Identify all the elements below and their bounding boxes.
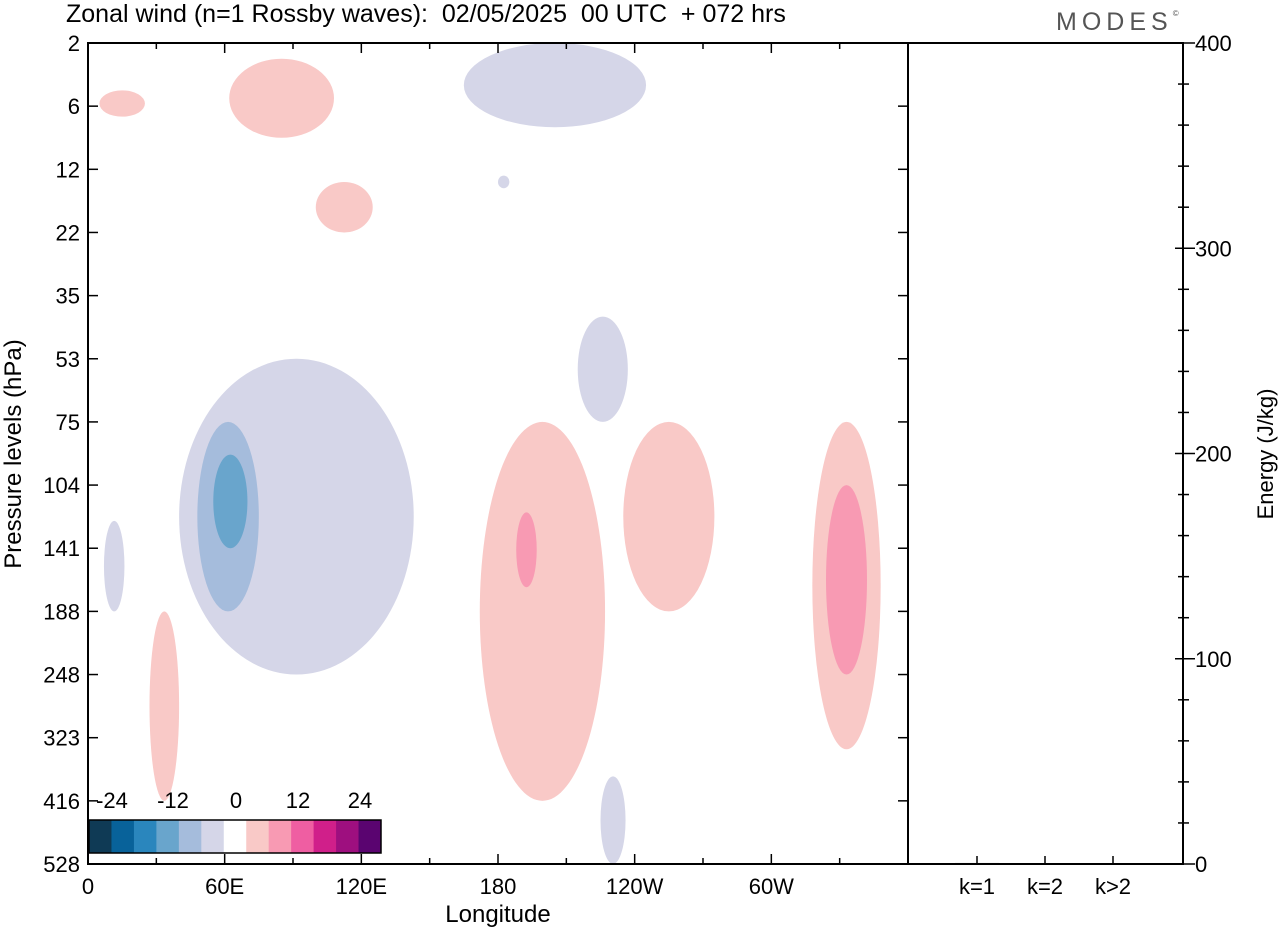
colorbar-swatch — [313, 820, 337, 853]
x-tick-label: 120W — [606, 874, 664, 899]
energy-tick-label: 0 — [1195, 852, 1207, 877]
contour-region-neg-5 — [577, 316, 628, 422]
colorbar-swatch — [156, 820, 180, 853]
energy-tick-label: 400 — [1195, 31, 1232, 56]
contour-region-pos-12 — [479, 421, 606, 801]
colorbar-swatch — [223, 820, 247, 853]
colorbar: -24 -12 0 12 24 — [88, 788, 382, 854]
y-tick-label: 6 — [68, 94, 80, 119]
brand-text: MODES — [1056, 8, 1173, 36]
modes-logo: MODES© — [1056, 8, 1179, 37]
x-axis-label: Longitude — [445, 901, 550, 928]
y-tick-label: 12 — [56, 157, 80, 182]
y-axis-label: Pressure levels (hPa) — [0, 339, 27, 568]
y-tick-label: 53 — [56, 347, 80, 372]
contour-region-neg-9 — [103, 520, 125, 612]
colorbar-swatch — [133, 820, 157, 853]
y-tick-label: 188 — [43, 599, 80, 624]
contour-region-pos-11 — [149, 611, 180, 801]
colorbar-label: 24 — [348, 788, 372, 813]
contour-region-pos-0 — [99, 90, 145, 117]
colorbar-swatch — [291, 820, 315, 853]
energy-axis-label: Energy (J/kg) — [1253, 389, 1278, 520]
y-tick-label: 416 — [43, 789, 80, 814]
energy-category-label: k=1 — [959, 874, 995, 899]
colorbar-label: 12 — [286, 788, 310, 813]
y-tick-label: 248 — [43, 663, 80, 688]
energy-tick-label: 100 — [1195, 647, 1232, 672]
contour-region-pos-14 — [623, 421, 715, 612]
y-tick-label: 75 — [56, 410, 80, 435]
energy-category-label: k=2 — [1027, 874, 1063, 899]
colorbar-swatch — [336, 820, 360, 853]
y-tick-label: 104 — [43, 473, 80, 498]
energy-tick-label: 300 — [1195, 236, 1232, 261]
colorbar-swatch — [358, 820, 382, 853]
contour-region-pos-13 — [516, 512, 537, 588]
energy-frame — [907, 42, 1184, 865]
contour-field — [99, 43, 881, 864]
colorbar-label: 0 — [230, 788, 242, 813]
colorbar-swatch — [178, 820, 202, 853]
contour-region-neg-10 — [600, 776, 626, 864]
y-tick-label: 528 — [43, 852, 80, 877]
energy-panel: 0 100 200 300 400 Energy (J/kg) k=1 k=2 k>2 — [955, 31, 1278, 899]
colorbar-label: -24 — [96, 788, 128, 813]
x-axis: 0 60E 120E 180 120W 60W Longitude — [82, 43, 909, 928]
colorbar-label: -12 — [157, 788, 189, 813]
x-tick-label: 60W — [749, 874, 794, 899]
contour-region-neg-8 — [213, 454, 248, 549]
x-tick-label: 60E — [205, 874, 244, 899]
contour-region-pos-16 — [826, 485, 867, 675]
y-axis-left: 2 6 12 22 35 53 75 104 141 188 248 323 416 528 Pressur… — [0, 31, 908, 877]
colorbar-frame — [88, 819, 382, 854]
x-tick-label: 180 — [480, 874, 517, 899]
colorbar-swatch — [246, 820, 270, 853]
colorbar-swatch — [201, 820, 225, 853]
y-tick-label: 141 — [43, 536, 80, 561]
contour-region-pos-1 — [229, 58, 334, 138]
contour-region-pos-2 — [315, 181, 373, 233]
x-tick-label: 0 — [82, 874, 94, 899]
y-tick-label: 22 — [56, 220, 80, 245]
colorbar-swatch — [89, 820, 112, 853]
y-tick-label: 2 — [68, 31, 80, 56]
energy-category-label: k>2 — [1095, 874, 1131, 899]
y-tick-label: 323 — [43, 726, 80, 751]
colorbar-swatch — [111, 820, 135, 853]
energy-tick-label: 200 — [1195, 442, 1232, 467]
contour-region-neg-3 — [463, 43, 647, 128]
chart-title: Zonal wind (n=1 Rossby waves): 02/05/202… — [66, 0, 786, 28]
contour-region-neg-4 — [498, 175, 510, 189]
copyright-mark: © — [1172, 9, 1179, 18]
x-tick-label: 120E — [336, 874, 387, 899]
colorbar-swatch — [268, 820, 292, 853]
y-tick-label: 35 — [56, 284, 80, 309]
